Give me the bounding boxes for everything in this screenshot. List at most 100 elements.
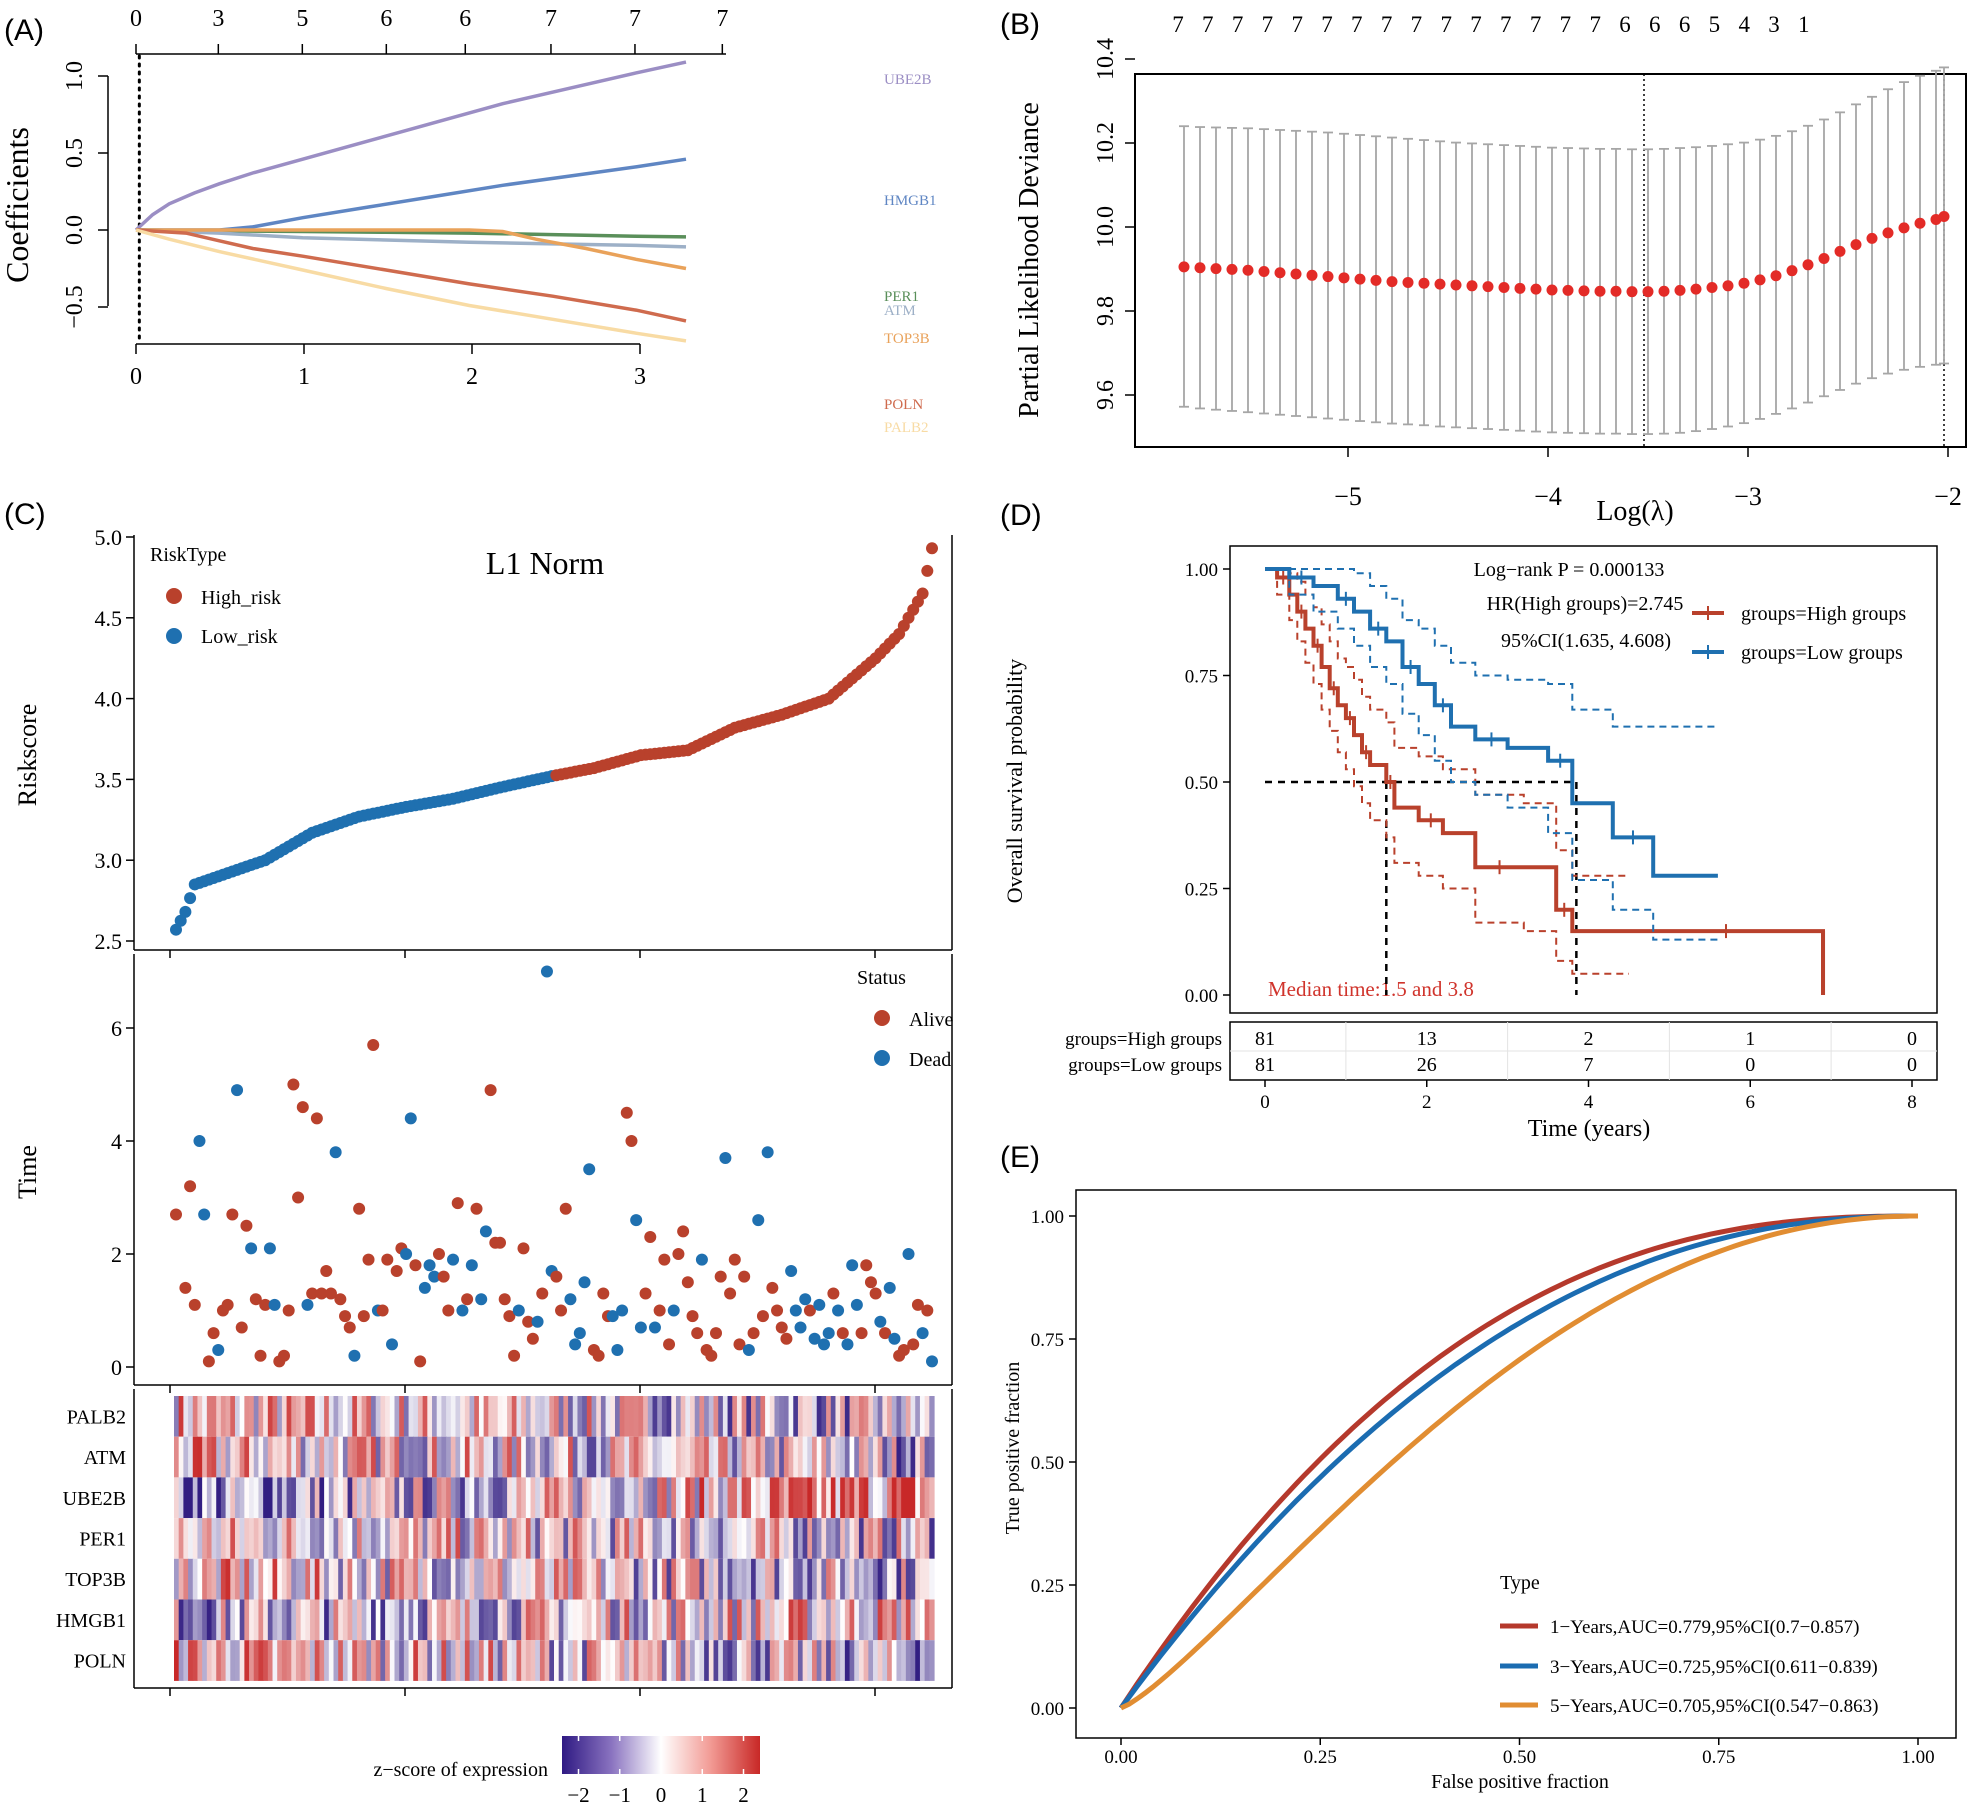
heatmap-cell <box>671 1436 677 1478</box>
heatmap-cell <box>727 1558 733 1600</box>
heatmap-cell <box>680 1396 686 1437</box>
heatmap-cell <box>605 1640 611 1681</box>
heatmap-gene-label-atm: ATM <box>84 1447 126 1469</box>
heatmap-cell <box>797 1599 804 1641</box>
heatmap-cell <box>788 1436 794 1478</box>
heatmap-cell <box>793 1396 799 1437</box>
heatmap-cell <box>647 1640 654 1681</box>
heatmap-cell <box>844 1599 851 1641</box>
heatmap-cell <box>802 1477 808 1519</box>
heatmap-cell <box>192 1477 199 1519</box>
ci-annotation: 95%CI(1.635, 4.608) <box>1501 630 1671 652</box>
heatmap-cell <box>464 1558 471 1600</box>
heatmap-cell <box>417 1640 424 1681</box>
heatmap-cell <box>732 1518 738 1559</box>
low-groups-legend-label: groups=Low groups <box>1741 642 1903 664</box>
panel-c-time-point-alive <box>414 1355 427 1368</box>
heatmap-cell <box>230 1640 236 1681</box>
heatmap-cell <box>502 1640 508 1681</box>
heatmap-cell <box>680 1558 686 1600</box>
panel-a-line-label-hmgb1: HMGB1 <box>884 193 937 209</box>
panel-c-time-point-alive <box>639 1287 652 1300</box>
panel-b-deviance-point <box>1210 263 1222 275</box>
heatmap-cell <box>765 1599 771 1641</box>
heatmap-cell <box>286 1396 292 1437</box>
heatmap-cell <box>408 1436 414 1478</box>
heatmap-cell <box>389 1396 396 1437</box>
panel-c-time-point-alive <box>597 1287 610 1300</box>
heatmap-cell <box>868 1599 874 1641</box>
heatmap-cell <box>469 1436 475 1478</box>
panel-c-time-point-dead <box>719 1151 732 1164</box>
heatmap-cell <box>629 1599 635 1641</box>
panel-b-deviance-point <box>1530 283 1542 295</box>
heatmap-cell <box>249 1436 255 1478</box>
heatmap-cell <box>399 1640 405 1681</box>
heatmap-cell <box>905 1518 912 1559</box>
heatmap-gene-label-poln: POLN <box>74 1651 126 1673</box>
panel-c-time-point-alive <box>620 1106 633 1119</box>
heatmap-cell <box>455 1599 461 1641</box>
heatmap-cell <box>549 1558 555 1600</box>
heatmap-cell <box>530 1436 536 1478</box>
heatmap-cell <box>882 1396 888 1437</box>
heatmap-cell <box>483 1599 489 1641</box>
heatmap-cell <box>206 1518 213 1559</box>
heatmap-cell <box>774 1477 780 1519</box>
heatmap-cell <box>901 1477 907 1519</box>
heatmap-cell <box>614 1477 621 1519</box>
heatmap-cell <box>901 1396 907 1437</box>
heatmap-cell <box>577 1518 583 1559</box>
heatmap-cell <box>690 1436 696 1478</box>
heatmap-cell <box>638 1599 644 1641</box>
km-ci-lower-low <box>1265 568 1718 941</box>
panel-c-time-point-dead <box>512 1304 525 1317</box>
heatmap-cell <box>399 1477 405 1519</box>
heatmap-cell <box>493 1436 499 1478</box>
heatmap-cell <box>511 1599 518 1641</box>
heatmap-cell <box>812 1477 818 1519</box>
heatmap-cell <box>338 1396 344 1437</box>
heatmap-cell <box>633 1518 640 1559</box>
heatmap-cell <box>469 1640 475 1681</box>
heatmap-cell <box>460 1558 466 1600</box>
heatmap-cell <box>572 1436 579 1478</box>
heatmap-cell <box>873 1599 879 1641</box>
heatmap-cell <box>361 1477 367 1519</box>
heatmap-cell <box>905 1396 912 1437</box>
panel-c-time-point-dead <box>569 1338 582 1351</box>
heatmap-cell <box>600 1640 607 1681</box>
heatmap-cell <box>371 1558 377 1600</box>
panel-a-line-label-poln: POLN <box>884 397 923 413</box>
panel-c-time-point-dead <box>808 1332 821 1345</box>
panel-c-time-point-alive <box>733 1338 746 1351</box>
heatmap-cell <box>413 1640 419 1681</box>
heatmap-cell <box>713 1477 719 1519</box>
heatmap-cell <box>507 1396 513 1437</box>
heatmap-cell <box>685 1477 691 1519</box>
heatmap-cell <box>267 1477 274 1519</box>
heatmap-cell <box>582 1436 588 1478</box>
heatmap-cell <box>821 1640 827 1681</box>
heatmap-cell <box>661 1396 668 1437</box>
panel-c-time-point-alive <box>869 1287 882 1300</box>
heatmap-cell <box>507 1477 513 1519</box>
heatmap-cell <box>305 1518 311 1559</box>
heatmap-cell <box>535 1599 541 1641</box>
heatmap-cell <box>310 1436 316 1478</box>
panel-e-x-tick-label: 0.50 <box>1503 1747 1536 1768</box>
heatmap-cell <box>591 1640 597 1681</box>
heatmap-cell <box>493 1599 499 1641</box>
heatmap-cell <box>277 1640 283 1681</box>
heatmap-cell <box>427 1640 433 1681</box>
heatmap-cell <box>197 1599 203 1641</box>
heatmap-cell <box>366 1599 372 1641</box>
panel-b-top-count: 7 <box>1172 12 1184 37</box>
median-time-annotation: Median time:1.5 and 3.8 <box>1268 977 1474 1001</box>
heatmap-cell <box>291 1518 297 1559</box>
panel-c-time-point-alive <box>625 1135 638 1147</box>
roc-curve-1y <box>1118 1213 1918 1710</box>
panel-d-survival-curves <box>1265 567 1826 995</box>
heatmap-cell <box>361 1436 367 1478</box>
heatmap-cell <box>244 1599 250 1641</box>
